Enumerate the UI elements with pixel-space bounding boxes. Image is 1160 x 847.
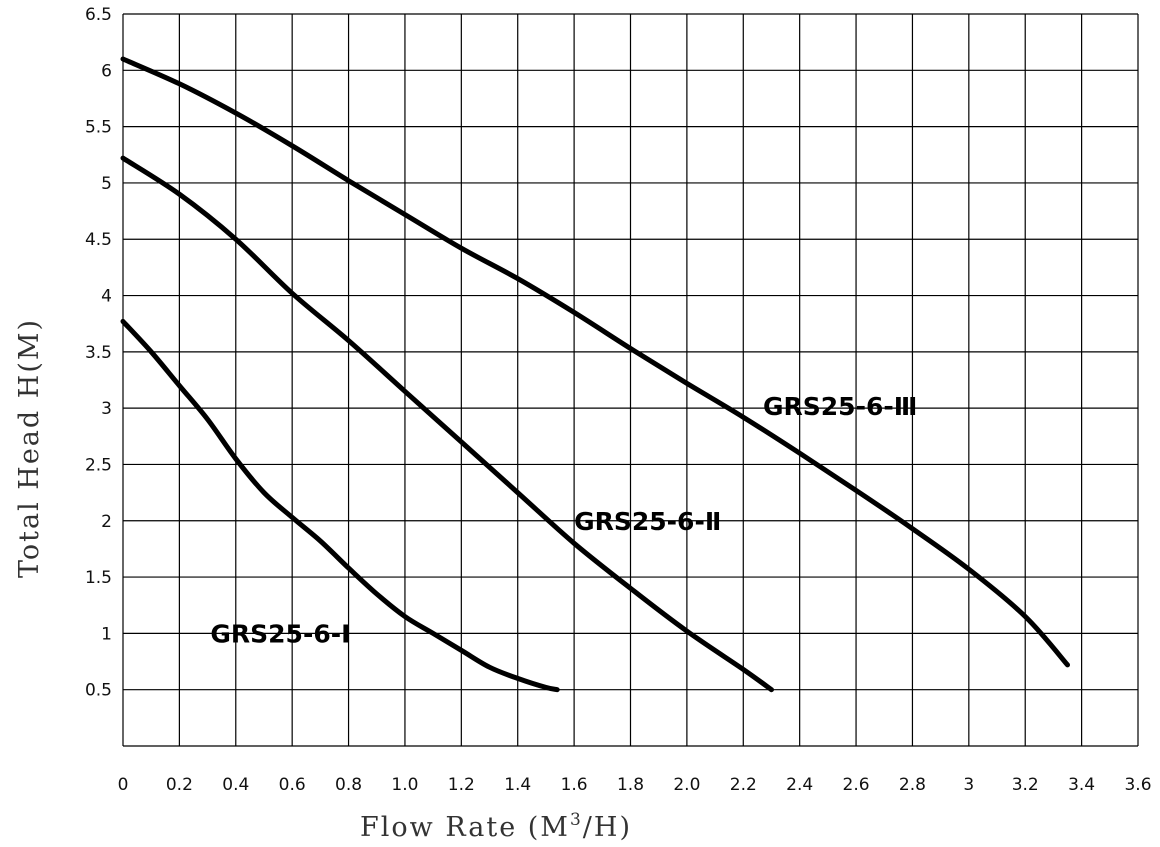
y-axis-title: Total Head H(M) <box>14 318 45 578</box>
x-tick-label: 3.6 <box>1124 775 1151 795</box>
chart-curves <box>120 56 1070 693</box>
series-label-2: GRS25-6-Ⅱ <box>574 507 721 536</box>
y-tick-label: 6.5 <box>85 5 112 25</box>
y-tick-label: 1.5 <box>85 568 112 588</box>
x-tick-label: 1.8 <box>617 775 644 795</box>
x-tick-label: 3.4 <box>1068 775 1095 795</box>
x-axis-title: Flow Rate (M3/H) <box>360 810 632 843</box>
x-tick-label: 1.6 <box>561 775 588 795</box>
y-tick-label: 3 <box>101 399 112 419</box>
x-tick-label: 0.4 <box>222 775 249 795</box>
series-line-3 <box>120 56 1070 668</box>
x-tick-label: 0.6 <box>279 775 306 795</box>
y-tick-label: 2 <box>101 512 112 532</box>
series-label-3: GRS25-6-Ⅲ <box>763 392 917 421</box>
x-axis-title-sup: 3 <box>570 810 583 830</box>
x-tick-label: 3.2 <box>1012 775 1039 795</box>
y-tick-label: 6 <box>101 61 112 81</box>
series-line-2 <box>120 155 774 693</box>
x-tick-label: 1.2 <box>448 775 475 795</box>
y-tick-label: 1 <box>101 624 112 644</box>
x-tick-label: 1.4 <box>504 775 531 795</box>
x-tick-label: 3 <box>963 775 974 795</box>
series-label-1: GRS25-6-Ⅰ <box>210 619 350 648</box>
x-tick-label: 2.4 <box>786 775 813 795</box>
x-axis-title-main: Flow Rate (M <box>360 812 570 843</box>
y-tick-label: 3.5 <box>85 343 112 363</box>
x-tick-label: 0 <box>118 775 129 795</box>
y-tick-label: 2.5 <box>85 455 112 475</box>
x-tick-label: 2.0 <box>673 775 700 795</box>
x-tick-label: 2.6 <box>843 775 870 795</box>
chart-series-labels: GRS25-6-Ⅰ GRS25-6-Ⅱ GRS25-6-Ⅲ <box>210 392 917 648</box>
x-tick-label: 2.8 <box>899 775 926 795</box>
x-axis-title-tail: /H) <box>583 812 632 843</box>
y-tick-label: 4.5 <box>85 230 112 250</box>
chart-grid <box>122 13 1139 747</box>
y-tick-label: 0.5 <box>85 681 112 701</box>
y-tick-label: 5.5 <box>85 118 112 138</box>
x-tick-label: 1.0 <box>391 775 418 795</box>
x-tick-label: 0.2 <box>166 775 193 795</box>
series-line-1 <box>120 318 560 693</box>
x-tick-label: 2.2 <box>730 775 757 795</box>
y-tick-label: 5 <box>101 174 112 194</box>
x-tick-label: 0.8 <box>335 775 362 795</box>
y-tick-label: 4 <box>101 287 112 307</box>
chart-ticks: 0 0.2 0.4 0.6 0.8 1.0 1.2 1.4 1.6 1.8 2.0 2.2 2.4 2.6… <box>85 5 1152 795</box>
